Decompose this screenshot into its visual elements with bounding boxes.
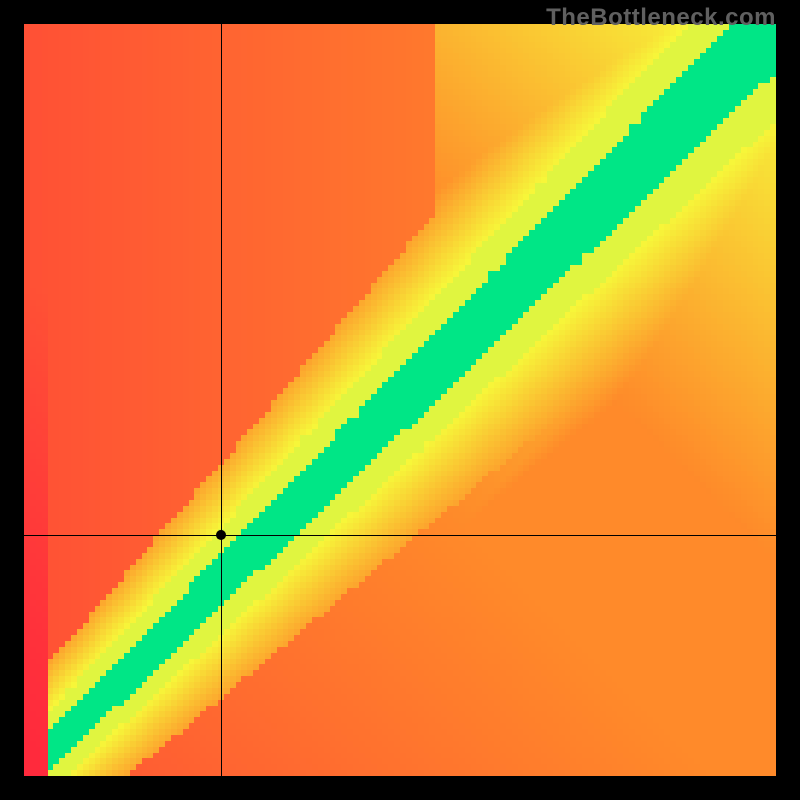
watermark-text: TheBottleneck.com <box>546 4 776 32</box>
crosshair-vertical-line <box>221 24 222 776</box>
bottleneck-heatmap <box>0 0 800 800</box>
crosshair-horizontal-line <box>24 535 776 536</box>
crosshair-marker <box>215 529 227 541</box>
plot-container: { "watermark": "TheBottleneck.com", "can… <box>0 0 800 800</box>
